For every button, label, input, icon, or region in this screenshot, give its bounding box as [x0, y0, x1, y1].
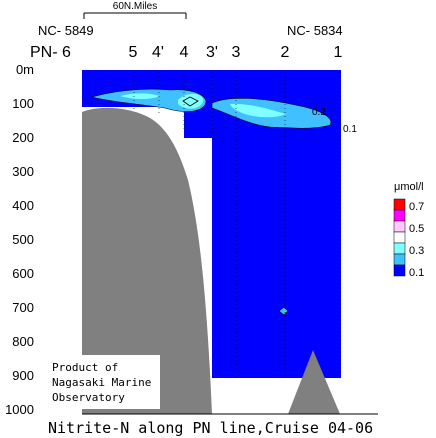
- y-tick-label-200: 200: [12, 130, 34, 145]
- y-tick-label-0: 0m: [16, 62, 34, 77]
- credit-box: Product of Nagasaki Marine Observatory: [46, 355, 160, 409]
- y-tick-label-600: 600: [12, 266, 34, 281]
- legend-swatch-pink: [393, 220, 406, 233]
- credit-line-1: Product of: [52, 361, 118, 374]
- station-label-pn6: PN- 6: [30, 44, 71, 61]
- deep-contour-blob: [278, 306, 289, 316]
- legend-level-0.3: 0.3: [409, 245, 424, 257]
- right-station-id: NC- 5834: [287, 23, 343, 38]
- y-tick-label-300: 300: [12, 164, 34, 179]
- station-labels: PN- 6 5 4' 4 3' 3 2 1: [30, 44, 343, 61]
- contour-outline-right: [211, 97, 332, 129]
- legend-swatch-magenta: [393, 209, 406, 222]
- station-label-2: 2: [281, 44, 290, 61]
- legend-swatch-red: [393, 198, 406, 211]
- legend-level-0.5: 0.5: [409, 223, 424, 235]
- bathymetry-peak: [288, 350, 340, 414]
- credit-line-2: Nagasaki Marine: [52, 376, 151, 389]
- contour-band-0.5: [120, 93, 160, 99]
- chart-title: Nitrite-N along PN line,Cruise 04-06: [48, 419, 373, 437]
- plot-area: 0.2 0.1: [82, 70, 378, 415]
- y-tick-label-100: 100: [12, 96, 34, 111]
- contour-line-center: [182, 96, 199, 107]
- contour-label-0.1: 0.1: [343, 124, 357, 135]
- y-tick-label-700: 700: [12, 300, 34, 315]
- scale-bar-label: 60N.Miles: [113, 1, 157, 12]
- y-tick-label-900: 900: [12, 368, 34, 383]
- contour-label-0.2: 0.2: [312, 107, 326, 118]
- legend-level-0.1: 0.1: [409, 267, 424, 279]
- legend-swatch-cyan: [393, 242, 406, 255]
- y-tick-label-800: 800: [12, 334, 34, 349]
- y-tick-label-1000: 1000: [5, 402, 34, 417]
- station-label-1: 1: [334, 44, 343, 61]
- contour-band-0.3: [92, 89, 206, 112]
- credit-line-3: Observatory: [52, 391, 125, 404]
- y-tick-label-500: 500: [12, 232, 34, 247]
- legend-level-0.7: 0.7: [409, 201, 424, 213]
- legend-swatch-skyblue: [393, 253, 406, 266]
- station-label-3: 3: [232, 44, 241, 61]
- bathymetry-slope: [82, 107, 212, 415]
- y-axis: 0m 100 200 300 400 500 600 700 800 900 1…: [5, 62, 34, 417]
- legend-swatch-white: [393, 231, 406, 244]
- y-tick-label-400: 400: [12, 198, 34, 213]
- station-label-4prime: 4': [152, 44, 164, 61]
- concentration-field: [82, 70, 341, 378]
- scale-bar: 60N.Miles: [83, 1, 187, 19]
- left-station-id: NC- 5849: [38, 23, 94, 38]
- legend-swatch-blue: [393, 264, 406, 277]
- station-label-4: 4: [180, 44, 189, 61]
- station-cast-lines: [133, 72, 341, 378]
- legend: μmol/l 0.7 0.5 0.3 0.1: [393, 181, 424, 279]
- legend-unit: μmol/l: [394, 181, 424, 193]
- contour-band-0.5c: [230, 103, 286, 118]
- station-label-5: 5: [129, 44, 138, 61]
- station-label-3prime: 3': [206, 44, 218, 61]
- contour-outline-left: [90, 88, 207, 112]
